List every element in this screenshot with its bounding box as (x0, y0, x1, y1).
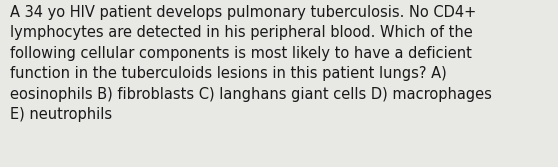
Text: A 34 yo HIV patient develops pulmonary tuberculosis. No CD4+
lymphocytes are det: A 34 yo HIV patient develops pulmonary t… (10, 5, 492, 122)
